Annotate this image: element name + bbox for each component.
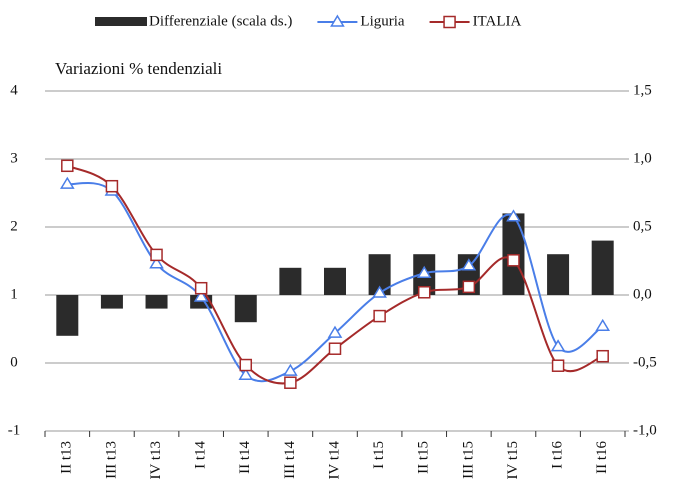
x-tick-label: III t13 [103,441,119,479]
x-tick-label: III t15 [460,441,476,479]
point [59,176,75,189]
point [506,209,521,222]
point [239,358,253,372]
x-tick-label: II t13 [59,441,75,474]
point [238,367,254,380]
x-tick-label: I t15 [371,441,387,469]
y-tick-label: 1 [10,286,18,302]
point [462,280,476,294]
point [105,179,119,193]
x-tick-label: IV t13 [148,441,164,479]
x-tick-label: II t16 [594,441,610,474]
bar [591,240,614,295]
point [372,285,387,298]
point [193,289,209,302]
point [551,359,565,372]
point [284,376,297,389]
y2-tick-label: -1,0 [633,422,657,438]
bar [145,295,168,309]
point [327,325,343,338]
bar [547,254,570,295]
bar [100,295,123,309]
y-tick-label: 3 [10,150,18,166]
x-tick-label: I t16 [550,441,566,469]
point [328,342,342,355]
y-tick-label: -1 [8,422,21,438]
point [149,256,164,269]
y2-tick-label: -0,5 [633,354,657,370]
point [461,258,477,271]
x-tick-label: IV t15 [505,441,521,479]
point [283,363,298,376]
bar [56,295,79,336]
point [373,309,386,323]
legend-label: Liguria [360,13,404,29]
y2-tick-label: 1,0 [633,150,652,166]
y2-tick-label: 0,0 [633,286,652,302]
x-tick-label: I t14 [193,441,209,469]
bar [368,254,391,295]
chart-subtitle: Variazioni % tendenziali [55,59,222,78]
y-tick-label: 2 [10,218,18,234]
x-tick-label: IV t14 [326,441,342,480]
legend-label: Differenziale (scala ds.) [149,13,292,29]
x-tick-label: II t15 [416,441,432,474]
point [507,254,520,267]
y-tick-label: 4 [10,82,18,98]
y2-tick-label: 1,5 [633,82,652,98]
bar [279,267,302,295]
legend-item: Differenziale (scala ds.) [95,13,292,29]
point [417,286,431,299]
point [596,349,609,363]
point [443,15,456,29]
legend-item: ITALIA [429,13,522,29]
y2-tick-label: 0,5 [633,218,652,234]
point [595,318,611,332]
point [150,248,163,262]
point [330,14,345,27]
x-tick-label: III t14 [282,441,298,479]
x-tick-label: II t14 [237,441,253,474]
point [194,281,208,295]
legend-swatch [95,17,147,26]
point [550,339,566,352]
legend-label: ITALIA [473,13,522,29]
bar [324,267,346,295]
point [61,159,74,173]
legend-item: Liguria [317,13,405,29]
point [416,265,432,278]
y-tick-label: 0 [10,354,18,370]
bar [234,295,257,323]
